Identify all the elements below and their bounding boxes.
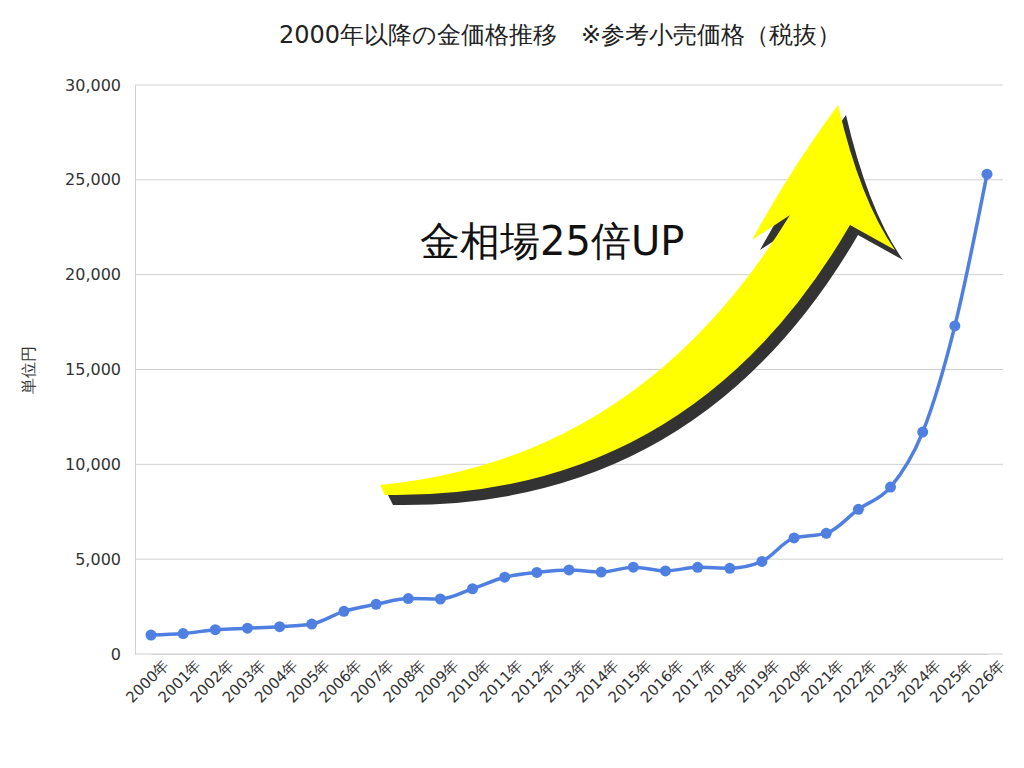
y-tick: 10,000 [65, 455, 135, 474]
x-axis-line [152, 654, 988, 655]
marker [756, 556, 767, 567]
marker [660, 565, 671, 576]
y-tick: 20,000 [65, 265, 135, 284]
title: 2000年以降の金価格推移 ※参考小売価格（税抜） [279, 21, 841, 49]
y-tick-label: 15,000 [65, 360, 121, 379]
marker [146, 630, 157, 641]
marker [949, 320, 960, 331]
marker [435, 593, 446, 604]
y-tick-label: 25,000 [65, 170, 121, 189]
marker [692, 562, 703, 573]
marker [853, 504, 864, 515]
y-tick: 30,000 [65, 76, 135, 95]
grid-line [135, 559, 1003, 560]
grid-line [135, 274, 1003, 275]
y-tick-label: 20,000 [65, 265, 121, 284]
x-tick: 2026年 [958, 654, 1008, 706]
marker [499, 572, 510, 583]
y-tick: 0 [111, 645, 135, 664]
y-axis: 0 5,000 10,000 15,000 20,000 25,000 30,000 [65, 76, 135, 664]
marker [596, 567, 607, 578]
marker [628, 562, 639, 573]
y-axis-line [135, 86, 136, 655]
marker [564, 564, 575, 575]
marker [210, 624, 221, 635]
marker [338, 606, 349, 617]
grid-line [135, 369, 1003, 370]
x-tick-label: 2026年 [958, 656, 1008, 706]
marker [885, 482, 896, 493]
marker [306, 619, 317, 630]
plot-area [146, 169, 993, 641]
grid-line [135, 85, 1003, 86]
marker [178, 628, 189, 639]
arrow [380, 105, 895, 495]
marker [403, 593, 414, 604]
y-tick-label: 0 [111, 645, 121, 664]
marker [467, 583, 478, 594]
grid [135, 85, 1003, 654]
y-tick: 25,000 [65, 170, 135, 189]
marker [531, 567, 542, 578]
y-tick: 15,000 [65, 360, 135, 379]
marker [242, 623, 253, 634]
y-tick-label: 10,000 [65, 455, 121, 474]
marker [982, 169, 993, 180]
y-tick-label: 5,000 [75, 550, 121, 569]
marker [789, 532, 800, 543]
grid-line [135, 179, 1003, 180]
line [151, 174, 987, 635]
marker [821, 528, 832, 539]
x-axis: 2000年2001年2002年2003年2004年2005年2006年2007年… [122, 654, 1008, 706]
marker [917, 427, 928, 438]
y-axis-title: 単位円 [19, 346, 38, 394]
grid-line [135, 654, 1003, 655]
chart: 0 5,000 10,000 15,000 20,000 25,000 30,000 2000… [0, 0, 1024, 768]
y-tick: 5,000 [75, 550, 135, 569]
marker [274, 621, 285, 632]
marker [724, 563, 735, 574]
y-tick-label: 30,000 [65, 76, 121, 95]
marker [371, 599, 382, 610]
annotation: 金相場25倍UP [420, 218, 684, 264]
